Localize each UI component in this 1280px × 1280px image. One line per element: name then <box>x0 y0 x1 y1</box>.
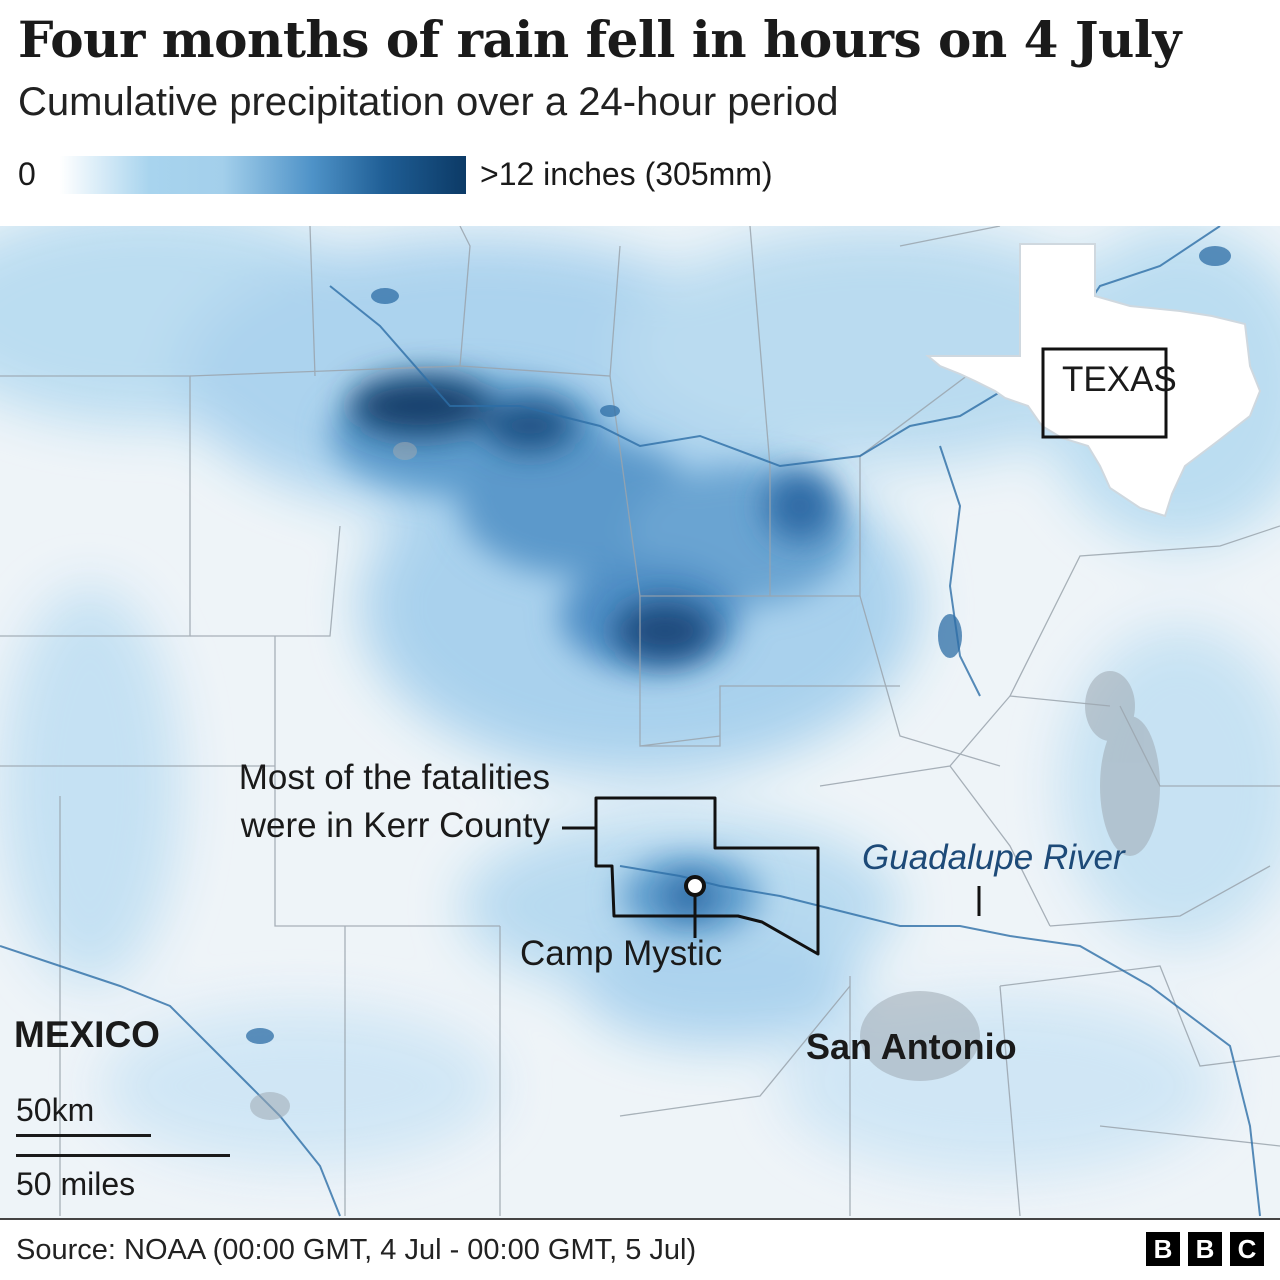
texas-shape <box>925 243 1262 518</box>
scale-km-label: 50km <box>16 1092 95 1128</box>
texas-locator-box <box>1041 347 1168 439</box>
precipitation-map: Most of the fatalities were in Kerr Coun… <box>0 226 1280 1218</box>
kerr-county-annotation-line2: were in Kerr County <box>240 806 550 845</box>
camp-mystic-label: Camp Mystic <box>520 934 723 973</box>
kerr-county-annotation-line1: Most of the fatalities <box>238 758 550 797</box>
legend-min-label: 0 <box>18 156 36 192</box>
chart-title: Four months of rain fell in hours on 4 J… <box>18 10 1181 69</box>
source-note: Source: NOAA (00:00 GMT, 4 Jul - 00:00 G… <box>16 1234 697 1266</box>
lakes <box>246 246 1231 1044</box>
inset-state-label: TEXAS <box>1062 360 1177 399</box>
city-label: San Antonio <box>806 1026 1017 1067</box>
chart-subtitle: Cumulative precipitation over a 24-hour … <box>18 80 839 124</box>
urban-areas <box>250 442 1160 1120</box>
bbc-logo-letter: B <box>1188 1232 1222 1266</box>
kerr-county-outline-shape <box>594 796 820 956</box>
camp-mystic-marker <box>684 875 706 897</box>
river-label: Guadalupe River <box>862 838 1125 877</box>
country-label: MEXICO <box>14 1014 160 1055</box>
texas-inset <box>925 243 1262 518</box>
bbc-logo-letter: C <box>1230 1232 1264 1266</box>
legend-color-bar <box>60 156 466 194</box>
scale-miles-line <box>16 1154 230 1157</box>
bbc-logo: B B C <box>1146 1232 1264 1266</box>
bbc-logo-letter: B <box>1146 1232 1180 1266</box>
legend-max-label: >12 inches (305mm) <box>480 156 773 192</box>
map-canvas <box>0 226 1280 1218</box>
footer-divider <box>0 1218 1280 1220</box>
kerr-county-annotation: Most of the fatalities were in Kerr Coun… <box>0 754 550 850</box>
scale-km-line <box>16 1134 151 1137</box>
scale-miles-label: 50 miles <box>16 1166 136 1202</box>
county-boundaries <box>0 226 1280 1217</box>
